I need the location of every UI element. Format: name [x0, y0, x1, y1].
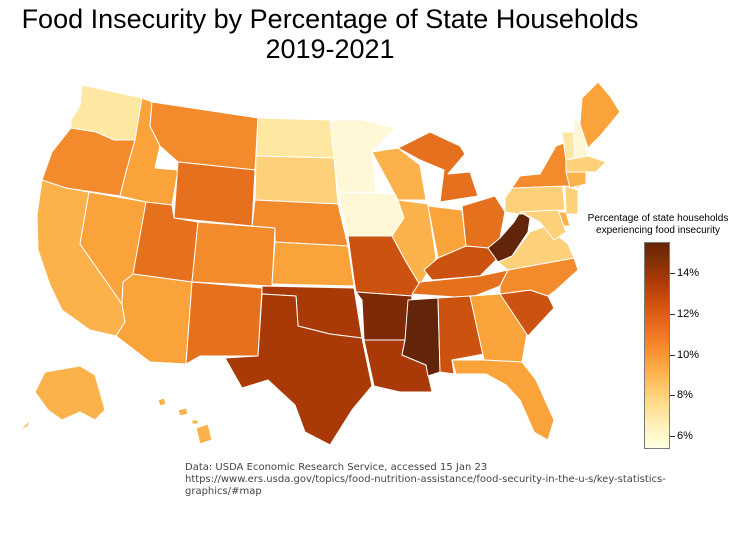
colorbar-tick-label: 12%	[677, 308, 700, 320]
state-north-dakota	[255, 117, 335, 159]
state-arkansas	[355, 291, 413, 341]
state-wisconsin	[371, 147, 427, 201]
colorbar-tick-label: 6%	[677, 430, 693, 442]
colorbar-tick-label: 10%	[677, 349, 700, 361]
colorbar-tick	[670, 395, 675, 396]
state-massachusetts	[565, 155, 607, 173]
state-michigan	[397, 131, 479, 203]
state-texas	[224, 293, 373, 446]
state-new-jersey	[564, 185, 579, 215]
colorbar-title-line1: Percentage of state households	[587, 213, 729, 224]
colorbar-tick-label: 8%	[677, 389, 693, 401]
state-connecticut	[565, 171, 587, 189]
state-alaska	[9, 365, 106, 437]
state-iowa	[337, 191, 405, 237]
colorbar-tick	[670, 314, 675, 315]
source-note: Data: USDA Economic Research Service, ac…	[185, 462, 488, 473]
colorbar-gradient	[644, 242, 670, 449]
source-url: https://www.ers.usda.gov/topics/food-nut…	[185, 474, 666, 497]
colorbar-tick	[670, 273, 675, 274]
state-new-mexico	[185, 281, 263, 365]
state-maryland	[519, 209, 567, 241]
state-wyoming	[173, 161, 256, 227]
state-kansas	[271, 241, 355, 287]
map-title-line1: Food Insecurity by Percentage of State H…	[21, 4, 639, 34]
state-montana	[149, 101, 259, 171]
colorbar-tick-label: 14%	[677, 267, 700, 279]
state-maine	[579, 81, 621, 149]
state-west-virginia	[487, 211, 531, 263]
colorbar-title: Percentage of state households experienc…	[578, 213, 730, 237]
colorbar-tick	[670, 436, 675, 437]
state-minnesota	[329, 119, 396, 193]
colorbar-tick	[670, 355, 675, 356]
colorbar-title-line2: experiencing food insecurity	[596, 225, 720, 236]
state-south-dakota	[254, 155, 339, 205]
state-arizona	[115, 273, 193, 365]
state-hawaii	[157, 397, 213, 445]
map-title-line2: 2019-2021	[265, 34, 395, 64]
state-colorado	[191, 221, 276, 287]
state-florida	[451, 359, 555, 441]
